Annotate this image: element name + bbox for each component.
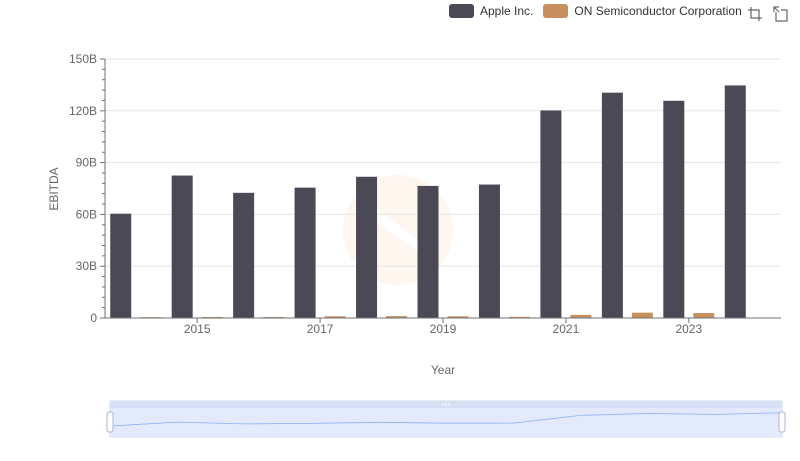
datazoom-handle-left[interactable] <box>107 412 113 432</box>
x-tick-label: 2015 <box>184 322 211 336</box>
bar-apple[interactable] <box>663 101 684 318</box>
bar-apple[interactable] <box>725 85 746 318</box>
bar-apple[interactable] <box>540 110 561 318</box>
y-tick-label: 30B <box>76 259 97 273</box>
bars <box>110 85 746 318</box>
bar-onsemi[interactable] <box>693 313 714 318</box>
x-tick-label: 2017 <box>307 322 334 336</box>
bar-onsemi[interactable] <box>632 313 653 318</box>
y-tick-label: 0 <box>90 311 97 325</box>
x-tick-label: 2019 <box>430 322 457 336</box>
datazoom-handle-right[interactable] <box>779 412 785 432</box>
bar-apple[interactable] <box>479 185 500 318</box>
bar-apple[interactable] <box>356 177 377 318</box>
y-tick-label: 120B <box>69 104 97 118</box>
bar-apple[interactable] <box>295 188 316 318</box>
datazoom-selection[interactable] <box>110 408 782 437</box>
y-tick-label: 150B <box>69 52 97 66</box>
y-axis-title: EBITDA <box>47 167 61 210</box>
bar-apple[interactable] <box>602 93 623 318</box>
y-tick-label: 90B <box>76 156 97 170</box>
x-axis-title: Year <box>431 363 455 377</box>
bar-apple[interactable] <box>172 176 193 318</box>
bar-apple[interactable] <box>233 193 254 318</box>
x-tick-label: 2021 <box>553 322 580 336</box>
bar-apple[interactable] <box>110 214 131 318</box>
x-tick-label: 2023 <box>675 322 702 336</box>
y-tick-label: 60B <box>76 207 97 221</box>
datazoom-slider[interactable] <box>107 401 785 437</box>
bar-apple[interactable] <box>418 186 439 318</box>
